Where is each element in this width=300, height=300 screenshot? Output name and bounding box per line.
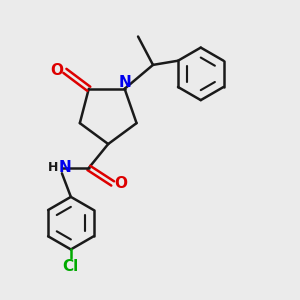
Text: N: N — [59, 160, 72, 175]
Text: O: O — [50, 63, 63, 78]
Text: H: H — [48, 161, 59, 174]
Text: N: N — [118, 75, 131, 90]
Text: O: O — [115, 176, 128, 191]
Text: Cl: Cl — [63, 259, 79, 274]
